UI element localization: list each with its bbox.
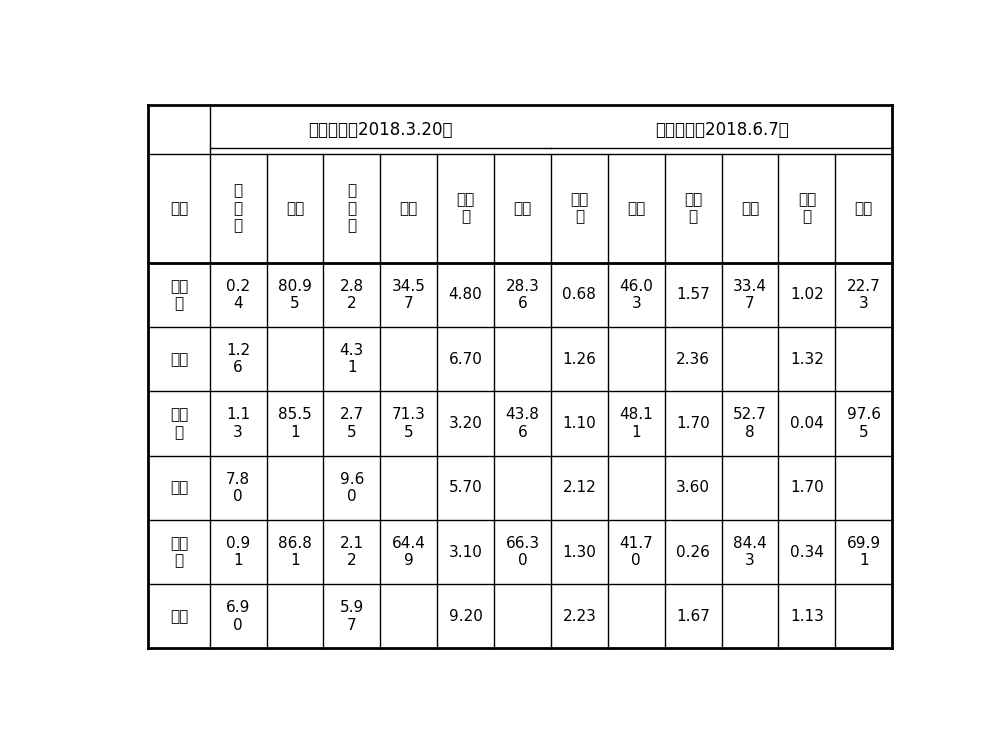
Text: 4.80: 4.80 (449, 287, 482, 302)
Text: 71.3
5: 71.3 5 (392, 407, 426, 440)
Text: 3.60: 3.60 (676, 480, 710, 495)
Text: 防效: 防效 (627, 201, 645, 216)
Text: 1.70: 1.70 (676, 416, 710, 431)
Text: 病虫基数（2018.3.20）: 病虫基数（2018.3.20） (308, 121, 453, 139)
Text: 9.6
0: 9.6 0 (340, 472, 364, 504)
Text: 0.34: 0.34 (790, 545, 824, 559)
Text: 试验: 试验 (170, 201, 188, 216)
Text: 2.12: 2.12 (563, 480, 596, 495)
Text: 43.8
6: 43.8 6 (506, 407, 539, 440)
Text: 1.57: 1.57 (676, 287, 710, 302)
Text: 防效: 防效 (855, 201, 873, 216)
Text: 2.23: 2.23 (562, 609, 596, 624)
Text: 白
粉
虱: 白 粉 虱 (347, 184, 356, 233)
Text: 2.36: 2.36 (676, 351, 710, 367)
Text: 85.5
1: 85.5 1 (278, 407, 312, 440)
Text: 矢尖
蚧: 矢尖 蚧 (456, 193, 475, 225)
Text: 1.10: 1.10 (563, 416, 596, 431)
Text: 病虫基数（2018.6.7）: 病虫基数（2018.6.7） (655, 121, 788, 139)
Text: 86.8
1: 86.8 1 (278, 536, 312, 568)
Text: 2.1
2: 2.1 2 (340, 536, 364, 568)
Text: 1.02: 1.02 (790, 287, 824, 302)
Text: 2.7
5: 2.7 5 (340, 407, 364, 440)
Text: 1.13: 1.13 (790, 609, 824, 624)
Text: 1.26: 1.26 (562, 351, 596, 367)
Text: 0.04: 0.04 (790, 416, 824, 431)
Text: 红蚜
蛛: 红蚜 蛛 (570, 193, 589, 225)
Text: 试验
一: 试验 一 (170, 279, 188, 311)
Text: 0.26: 0.26 (676, 545, 710, 559)
Text: 1.32: 1.32 (790, 351, 824, 367)
Text: 22.7
3: 22.7 3 (847, 279, 881, 311)
Text: 4.3
1: 4.3 1 (340, 343, 364, 376)
Text: 48.1
1: 48.1 1 (619, 407, 653, 440)
Text: 防效: 防效 (400, 201, 418, 216)
Text: 对照: 对照 (170, 351, 188, 367)
Text: 3.10: 3.10 (449, 545, 483, 559)
Text: 矢尖
蚧: 矢尖 蚧 (798, 193, 816, 225)
Text: 5.9
7: 5.9 7 (340, 600, 364, 633)
Text: 试验
三: 试验 三 (170, 536, 188, 568)
Text: 0.68: 0.68 (562, 287, 596, 302)
Text: 46.0
3: 46.0 3 (619, 279, 653, 311)
Text: 试验
二: 试验 二 (170, 407, 188, 440)
Text: 7.8
0: 7.8 0 (226, 472, 250, 504)
Text: 84.4
3: 84.4 3 (733, 536, 767, 568)
Text: 52.7
8: 52.7 8 (733, 407, 767, 440)
Text: 6.70: 6.70 (449, 351, 483, 367)
Text: 34.5
7: 34.5 7 (392, 279, 426, 311)
Text: 0.2
4: 0.2 4 (226, 279, 250, 311)
Text: 1.2
6: 1.2 6 (226, 343, 250, 376)
Text: 3.20: 3.20 (449, 416, 483, 431)
Text: 防效: 防效 (741, 201, 759, 216)
Text: 41.7
0: 41.7 0 (619, 536, 653, 568)
Text: 66.3
0: 66.3 0 (505, 536, 540, 568)
Text: 80.9
5: 80.9 5 (278, 279, 312, 311)
Text: 28.3
6: 28.3 6 (506, 279, 539, 311)
Text: 64.4
9: 64.4 9 (392, 536, 426, 568)
Text: 0.9
1: 0.9 1 (226, 536, 250, 568)
Text: 对照: 对照 (170, 480, 188, 495)
Text: 9.20: 9.20 (449, 609, 483, 624)
Text: 6.9
0: 6.9 0 (226, 600, 250, 633)
Text: 97.6
5: 97.6 5 (847, 407, 881, 440)
Text: 红
蚜
蛛: 红 蚜 蛛 (234, 184, 243, 233)
Text: 1.1
3: 1.1 3 (226, 407, 250, 440)
Text: 白粉
虱: 白粉 虱 (684, 193, 702, 225)
Text: 1.70: 1.70 (790, 480, 824, 495)
Text: 防效: 防效 (286, 201, 304, 216)
Text: 33.4
7: 33.4 7 (733, 279, 767, 311)
Text: 1.30: 1.30 (562, 545, 596, 559)
Text: 5.70: 5.70 (449, 480, 482, 495)
Text: 1.67: 1.67 (676, 609, 710, 624)
Text: 防效: 防效 (513, 201, 532, 216)
Text: 2.8
2: 2.8 2 (340, 279, 364, 311)
Text: 对照: 对照 (170, 609, 188, 624)
Text: 69.9
1: 69.9 1 (847, 536, 881, 568)
